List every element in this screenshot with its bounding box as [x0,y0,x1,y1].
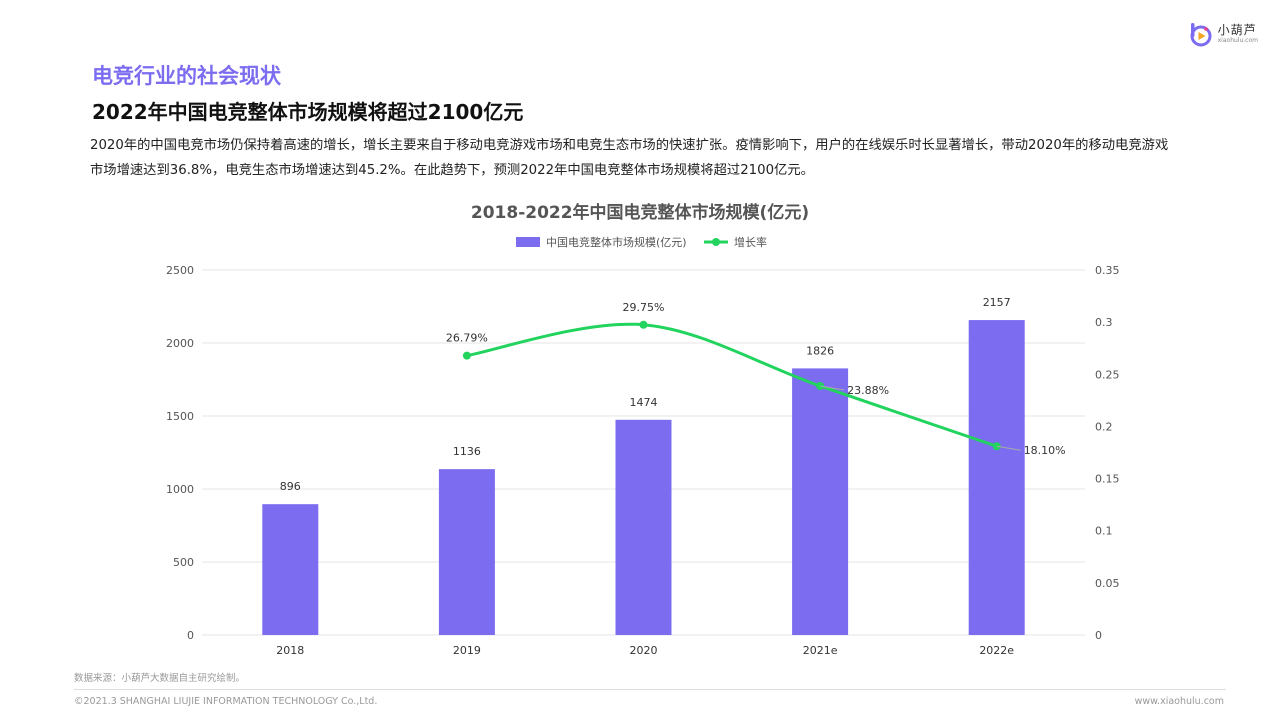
growth-rate-label: 18.10% [1024,444,1066,457]
bar-value-label: 1136 [453,445,481,458]
legend-bar-swatch [516,237,540,247]
brand-domain: xiaohulu.com [1217,37,1258,44]
intro-paragraph: 2020年的中国电竞市场仍保持着高速的增长，增长主要来自于移动电竞游戏市场和电竞… [90,138,1169,178]
bar-value-label: 2157 [983,296,1011,309]
y-left-tick-label: 2500 [166,264,194,277]
y-right-tick-label: 0.05 [1095,577,1120,590]
growth-rate-label: 26.79% [446,332,488,345]
x-tick-label: 2021e [803,644,838,657]
legend-line-label: 增长率 [734,235,767,249]
y-left-tick-label: 0 [187,629,194,642]
page-subtitle: 2022年中国电竞整体市场规模将超过2100亿元 [92,100,524,124]
bar-value-label: 1826 [806,344,834,357]
growth-rate-label: 29.75% [623,301,665,314]
brand-name: 小葫芦 [1217,23,1257,37]
x-tick-label: 2022e [979,644,1014,657]
footer-divider [74,689,1226,690]
bar [792,368,849,635]
x-tick-label: 2020 [630,644,658,657]
y-right-tick-label: 0.25 [1095,368,1120,381]
x-tick-label: 2018 [276,644,304,657]
y-right-tick-label: 0.3 [1095,316,1113,329]
y-left-tick-label: 1500 [166,410,194,423]
label-leader-line [820,385,845,391]
y-left-tick-label: 500 [173,556,194,569]
y-right-tick-label: 0.35 [1095,264,1120,277]
y-right-tick-label: 0.2 [1095,420,1113,433]
brand-logo: 小葫芦 xiaohulu.com [1186,20,1258,48]
y-right-tick-label: 0 [1095,629,1102,642]
y-right-tick-label: 0.15 [1095,473,1120,486]
growth-rate-point [639,320,648,329]
bar [968,320,1025,635]
label-leader-line [996,445,1021,451]
y-right-tick-label: 0.1 [1095,525,1113,538]
y-left-tick-label: 1000 [166,483,194,496]
y-left-tick-label: 2000 [166,337,194,350]
copyright-text: ©2021.3 SHANGHAI LIUJIE INFORMATION TECH… [74,696,378,707]
bar [262,504,319,635]
bar [438,469,495,635]
x-tick-label: 2019 [453,644,481,657]
bar-value-label: 1474 [630,396,658,409]
gourd-logo-icon [1190,23,1212,47]
section-title: 电竞行业的社会现状 [92,64,281,88]
legend-bar-label: 中国电竞整体市场规模(亿元) [546,235,687,249]
source-note: 数据来源：小葫芦大数据自主研究绘制。 [74,673,246,684]
growth-rate-label: 23.88% [847,384,889,397]
growth-rate-line [466,322,998,448]
legend-line-marker [712,238,720,246]
bar [615,419,672,635]
site-url: www.xiaohulu.com [1134,696,1224,707]
growth-rate-point [462,351,471,360]
bar-value-label: 896 [280,480,301,493]
chart-title: 2018-2022年中国电竞整体市场规模(亿元) [470,203,810,223]
